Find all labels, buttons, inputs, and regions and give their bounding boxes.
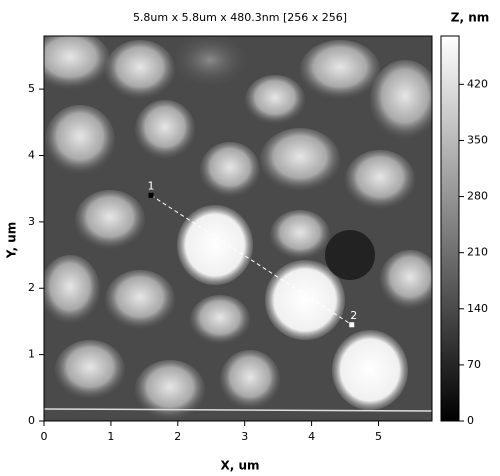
profile-line — [150, 194, 352, 326]
y-tick-label: 0 — [28, 414, 35, 427]
colorbar — [440, 35, 460, 422]
colorbar-title: Z, nm — [451, 11, 489, 25]
y-tick-label: 3 — [28, 215, 35, 228]
x-axis-label: X, um — [220, 459, 259, 473]
colorbar-tick-label: 280 — [467, 190, 488, 203]
y-tick-label: 4 — [28, 148, 35, 161]
colorbar-tick-label: 210 — [467, 246, 488, 259]
x-tick-label: 5 — [375, 430, 382, 443]
y-tick-label: 1 — [28, 348, 35, 361]
colorbar-tick-label: 350 — [467, 133, 488, 146]
profile-marker-label: 2 — [350, 309, 357, 322]
profile-marker-label: 1 — [148, 179, 155, 192]
profile-marker — [349, 322, 355, 328]
colorbar-tick-label: 140 — [467, 302, 488, 315]
x-tick-label: 2 — [174, 430, 181, 443]
plot-frame — [43, 35, 433, 422]
colorbar-tick-label: 70 — [467, 358, 481, 371]
y-axis-label: Y, um — [5, 222, 19, 260]
x-tick-label: 4 — [308, 430, 315, 443]
colorbar-tick-label: 420 — [467, 77, 488, 90]
profile-marker — [148, 192, 154, 198]
x-tick-label: 1 — [107, 430, 114, 443]
colorbar-tick-label: 0 — [467, 414, 474, 427]
height-map — [44, 36, 432, 421]
y-tick-label: 5 — [28, 82, 35, 95]
x-tick-label: 0 — [41, 430, 48, 443]
y-tick-label: 2 — [28, 281, 35, 294]
title: 5.8um x 5.8um x 480.3nm [256 x 256] — [133, 11, 347, 24]
x-tick-label: 3 — [241, 430, 248, 443]
